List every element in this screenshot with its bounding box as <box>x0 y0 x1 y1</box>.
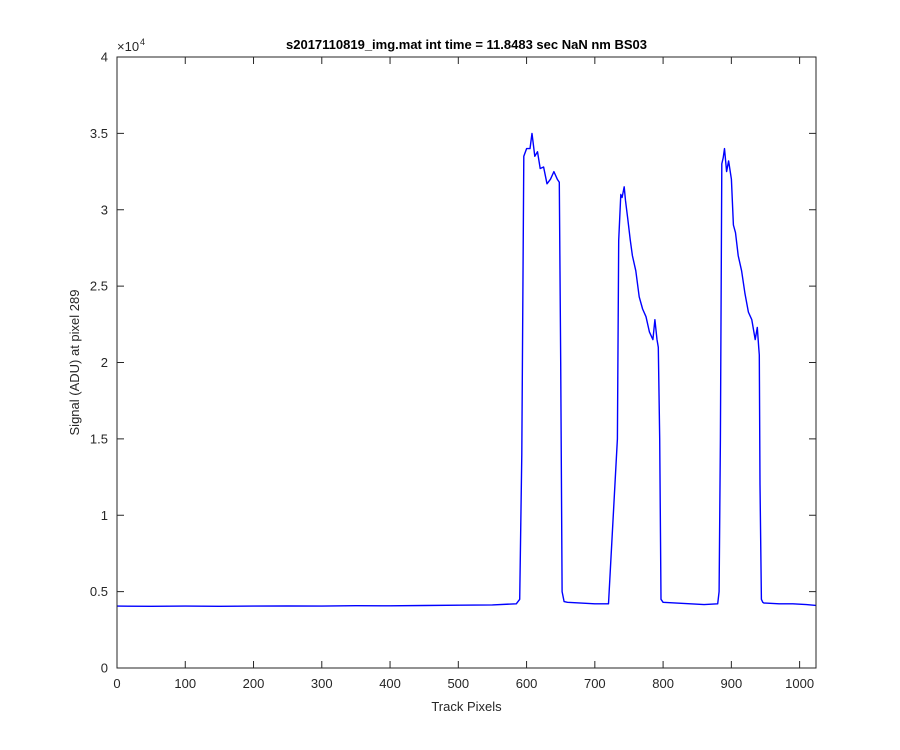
signal-series-line <box>116 132 817 607</box>
chart-title: s2017110819_img.mat int time = 11.8483 s… <box>286 37 647 52</box>
x-axis-label: Track Pixels <box>431 699 502 714</box>
x-tick-label: 200 <box>243 676 265 691</box>
x-tick-label: 0 <box>113 676 120 691</box>
y-exponent-power: 4 <box>140 37 145 47</box>
y-tick-label: 0.5 <box>90 584 108 599</box>
y-axis-label: Signal (ADU) at pixel 289 <box>67 290 82 436</box>
x-tick-label: 400 <box>379 676 401 691</box>
y-tick-label: 2 <box>101 355 108 370</box>
x-tick-label: 900 <box>721 676 743 691</box>
y-tick-label: 3 <box>101 202 108 217</box>
x-tick-label: 800 <box>652 676 674 691</box>
y-tick-label: 3.5 <box>90 126 108 141</box>
y-tick-label: 1.5 <box>90 431 108 446</box>
x-tick-label: 1000 <box>785 676 814 691</box>
x-tick-label: 500 <box>447 676 469 691</box>
x-tick-label: 300 <box>311 676 333 691</box>
y-tick-label: 0 <box>101 661 108 676</box>
x-tick-label: 600 <box>516 676 538 691</box>
y-exponent-base: ×10 <box>117 39 139 54</box>
x-tick-label: 700 <box>584 676 606 691</box>
y-tick-label: 1 <box>101 508 108 523</box>
y-tick-label: 2.5 <box>90 279 108 294</box>
plot-frame <box>116 56 817 669</box>
x-tick-label: 100 <box>174 676 196 691</box>
y-tick-label: 4 <box>101 50 108 65</box>
plot-area <box>117 57 816 668</box>
